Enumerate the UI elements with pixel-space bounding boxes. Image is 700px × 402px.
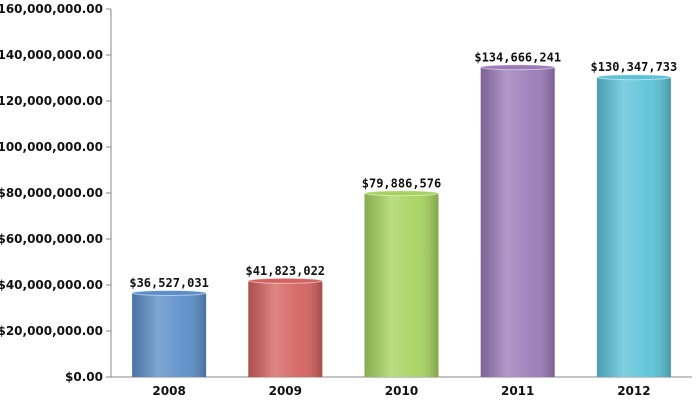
bar-shine xyxy=(364,193,439,377)
x-tick-label-2010: 2010 xyxy=(385,384,418,398)
y-tick-label: $20,000,000.00 xyxy=(0,324,103,338)
data-label-2012: $130,347,733 xyxy=(591,60,678,74)
x-tick-label-2011: 2011 xyxy=(501,384,534,398)
bar-top-cap xyxy=(480,64,556,71)
y-tick-label: $160,000,000.00 xyxy=(0,2,103,16)
data-label-2011: $134,666,241 xyxy=(474,50,561,64)
data-label-2009: $41,823,022 xyxy=(246,264,325,278)
y-tick-label: $60,000,000.00 xyxy=(0,232,103,246)
x-tick-label-2009: 2009 xyxy=(269,384,302,398)
data-label-2010: $79,886,576 xyxy=(362,176,441,190)
bar-shine xyxy=(248,280,323,377)
y-tick-label: $0.00 xyxy=(65,370,103,384)
bar-shine xyxy=(480,67,555,378)
x-tick-label-2008: 2008 xyxy=(152,384,185,398)
y-tick-label: $100,000,000.00 xyxy=(0,140,103,154)
x-tick-label-2012: 2012 xyxy=(617,384,650,398)
y-tick-label: $120,000,000.00 xyxy=(0,94,103,108)
bar-top-cap xyxy=(596,74,672,81)
data-label-2008: $36,527,031 xyxy=(129,276,208,290)
bar-top-cap xyxy=(131,289,207,296)
y-tick-label: $40,000,000.00 xyxy=(0,278,103,292)
bar-top-cap xyxy=(247,277,323,284)
bar-top-cap xyxy=(364,190,439,197)
y-tick-label: $140,000,000.00 xyxy=(0,48,103,62)
y-tick-label: $80,000,000.00 xyxy=(0,186,103,200)
bar-shine xyxy=(596,77,671,378)
bar-shine xyxy=(132,292,207,377)
